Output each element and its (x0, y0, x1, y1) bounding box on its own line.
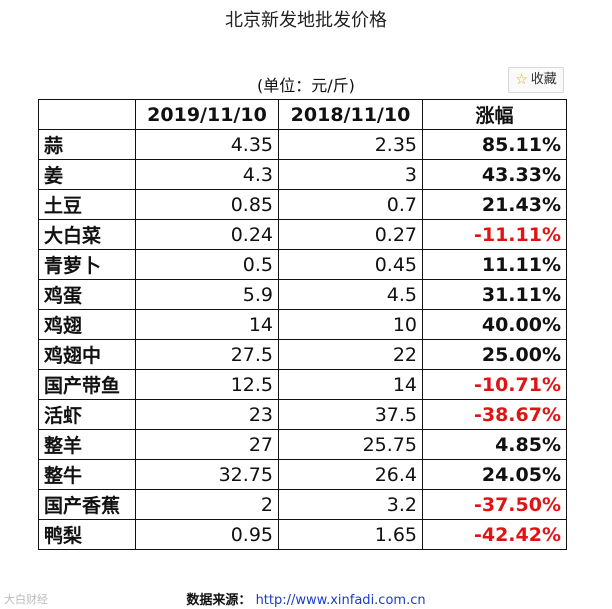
price-2019: 0.5 (135, 249, 279, 280)
price-2019: 27.5 (135, 339, 279, 370)
price-2018: 2.35 (278, 129, 423, 160)
table-row: 国产带鱼 12.5 14 -10.71% (38, 369, 567, 400)
price-table: 2019/11/10 2018/11/10 涨幅 蒜 4.35 2.35 85.11%… (38, 99, 567, 550)
price-2019: 0.85 (135, 189, 279, 220)
item-name: 青萝卜 (38, 249, 136, 280)
table-row: 整牛 32.75 26.4 24.05% (38, 459, 567, 490)
star-icon: ☆ (515, 72, 528, 88)
unit-label: (单位：元/斤) (257, 76, 355, 95)
header-2018: 2018/11/10 (278, 99, 423, 130)
price-change: 21.43% (422, 189, 567, 220)
source-link[interactable]: http://www.xinfadi.com.cn (255, 593, 426, 608)
price-2019: 5.9 (135, 279, 279, 310)
price-change: 11.11% (422, 249, 567, 280)
data-source: 数据来源： http://www.xinfadi.com.cn (0, 589, 612, 608)
table-row: 姜 4.3 3 43.33% (38, 159, 567, 190)
price-2018: 25.75 (278, 429, 423, 460)
price-change: -37.50% (422, 489, 567, 520)
table-row: 鸡翅中 27.5 22 25.00% (38, 339, 567, 370)
source-label: 数据来源： (186, 593, 252, 608)
price-2018: 0.45 (278, 249, 423, 280)
price-2018: 26.4 (278, 459, 423, 490)
price-2019: 4.3 (135, 159, 279, 190)
favorite-button[interactable]: ☆ 收藏 (508, 67, 564, 93)
price-2018: 37.5 (278, 399, 423, 430)
price-2018: 1.65 (278, 519, 423, 550)
price-2018: 10 (278, 309, 423, 340)
table-row: 青萝卜 0.5 0.45 11.11% (38, 249, 567, 280)
item-name: 鸡蛋 (38, 279, 136, 310)
price-2019: 12.5 (135, 369, 279, 400)
item-name: 整羊 (38, 429, 136, 460)
price-change: 85.11% (422, 129, 567, 160)
header-change: 涨幅 (422, 99, 567, 130)
price-2019: 2 (135, 489, 279, 520)
price-2018: 0.7 (278, 189, 423, 220)
header-blank (38, 99, 136, 130)
table-row: 大白菜 0.24 0.27 -11.11% (38, 219, 567, 250)
page-title: 北京新发地批发价格 (225, 10, 387, 31)
price-change: -42.42% (422, 519, 567, 550)
price-change: 4.85% (422, 429, 567, 460)
item-name: 鸡翅中 (38, 339, 136, 370)
price-2018: 22 (278, 339, 423, 370)
price-2018: 14 (278, 369, 423, 400)
item-name: 鸭梨 (38, 519, 136, 550)
price-2019: 32.75 (135, 459, 279, 490)
watermark: 大白财经 (4, 593, 48, 606)
item-name: 土豆 (38, 189, 136, 220)
table-row: 整羊 27 25.75 4.85% (38, 429, 567, 460)
price-change: 31.11% (422, 279, 567, 310)
header-2019: 2019/11/10 (135, 99, 279, 130)
price-change: 25.00% (422, 339, 567, 370)
table-row: 国产香蕉 2 3.2 -37.50% (38, 489, 567, 520)
table-row: 活虾 23 37.5 -38.67% (38, 399, 567, 430)
price-2019: 14 (135, 309, 279, 340)
price-2019: 4.35 (135, 129, 279, 160)
item-name: 鸡翅 (38, 309, 136, 340)
price-2018: 3 (278, 159, 423, 190)
table-row: 土豆 0.85 0.7 21.43% (38, 189, 567, 220)
price-change: -38.67% (422, 399, 567, 430)
favorite-label: 收藏 (530, 72, 557, 87)
item-name: 国产带鱼 (38, 369, 136, 400)
item-name: 国产香蕉 (38, 489, 136, 520)
table-row: 蒜 4.35 2.35 85.11% (38, 129, 567, 160)
price-2019: 27 (135, 429, 279, 460)
price-2018: 4.5 (278, 279, 423, 310)
price-2019: 23 (135, 399, 279, 430)
item-name: 整牛 (38, 459, 136, 490)
table-row: 鸭梨 0.95 1.65 -42.42% (38, 519, 567, 550)
price-change: -10.71% (422, 369, 567, 400)
price-change: 40.00% (422, 309, 567, 340)
item-name: 大白菜 (38, 219, 136, 250)
price-2019: 0.24 (135, 219, 279, 250)
item-name: 活虾 (38, 399, 136, 430)
price-change: 43.33% (422, 159, 567, 190)
table-row: 鸡蛋 5.9 4.5 31.11% (38, 279, 567, 310)
price-2018: 3.2 (278, 489, 423, 520)
price-2019: 0.95 (135, 519, 279, 550)
item-name: 姜 (38, 159, 136, 190)
table-row: 鸡翅 14 10 40.00% (38, 309, 567, 340)
item-name: 蒜 (38, 129, 136, 160)
price-change: 24.05% (422, 459, 567, 490)
price-change: -11.11% (422, 219, 567, 250)
price-2018: 0.27 (278, 219, 423, 250)
table-header-row: 2019/11/10 2018/11/10 涨幅 (38, 99, 567, 130)
